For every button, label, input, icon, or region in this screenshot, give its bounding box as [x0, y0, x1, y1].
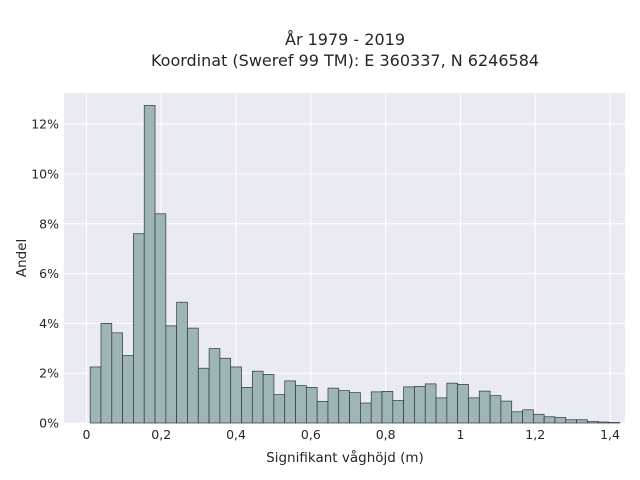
x-tick-label-0: 0	[82, 427, 90, 442]
histogram-bar-14	[241, 387, 253, 424]
histogram-bar-17	[273, 394, 286, 424]
histogram-bar-36	[478, 390, 491, 424]
y-tick-label-6: 12%	[31, 117, 59, 132]
histogram-bar-3	[122, 355, 134, 424]
histogram-bar-5	[143, 105, 156, 424]
chart-title-line-1: År 1979 - 2019	[285, 30, 405, 49]
histogram-bar-12	[219, 357, 232, 424]
histogram-bar-44	[565, 419, 577, 424]
histogram-bar-35	[468, 397, 480, 424]
histogram-bar-20	[306, 387, 318, 424]
y-tick-label-3: 6%	[39, 266, 59, 281]
histogram-bar-43	[554, 417, 567, 424]
x-axis-ticks: 0 0,2 0,4 0,6 0,8 1 1,2 1,4	[82, 427, 620, 442]
histogram-bar-27	[381, 391, 394, 424]
histogram-bar-46	[587, 421, 599, 424]
x-tick-label-7: 1,4	[600, 427, 620, 442]
histogram-bar-15	[251, 370, 264, 424]
x-tick-label-1: 0,2	[151, 427, 171, 442]
x-tick-label-6: 1,2	[525, 427, 545, 442]
histogram-bar-11	[208, 348, 221, 424]
histogram-bar-32	[435, 397, 448, 424]
histogram-bar-16	[262, 374, 275, 424]
x-tick-label-3: 0,6	[301, 427, 321, 442]
histogram-bar-45	[576, 419, 588, 424]
y-tick-label-0: 0%	[39, 416, 59, 431]
histogram-bars	[89, 105, 621, 424]
histogram-bar-31	[424, 383, 437, 424]
histogram-bar-23	[338, 390, 350, 424]
histogram-bar-9	[187, 327, 199, 424]
y-tick-label-4: 8%	[39, 216, 59, 231]
x-tick-label-4: 0,8	[376, 427, 396, 442]
y-tick-label-1: 2%	[39, 366, 59, 381]
y-axis-label: Andel	[14, 239, 30, 277]
histogram-bar-13	[230, 366, 242, 424]
histogram-bar-6	[154, 213, 167, 424]
histogram-bar-19	[295, 385, 307, 424]
histogram-bar-37	[489, 395, 502, 424]
histogram-bar-22	[327, 387, 340, 424]
y-tick-label-2: 4%	[39, 316, 59, 331]
x-tick-label-2: 0,4	[226, 427, 246, 442]
y-tick-label-5: 10%	[31, 166, 59, 181]
histogram-bar-24	[349, 392, 361, 424]
histogram-bar-18	[284, 380, 296, 424]
histogram-bar-4	[133, 233, 145, 424]
histogram-bar-7	[165, 325, 177, 424]
histogram-bar-25	[360, 402, 372, 424]
histogram-bar-21	[316, 400, 329, 424]
histogram-bar-38	[500, 400, 513, 424]
histogram-bar-33	[446, 382, 459, 424]
histogram-bar-29	[403, 386, 415, 424]
histogram-bar-47	[597, 421, 610, 424]
histogram-bar-2	[111, 332, 123, 424]
histogram-bar-34	[457, 384, 469, 424]
histogram-bar-30	[414, 386, 426, 424]
histogram-bar-0	[89, 366, 102, 424]
histogram-bar-39	[511, 411, 523, 424]
x-axis-label: Signifikant våghöjd (m)	[266, 449, 424, 466]
histogram-bar-10	[197, 367, 210, 424]
histogram-bar-40	[522, 409, 534, 424]
x-tick-label-5: 1	[456, 427, 464, 442]
y-axis-ticks: 0% 2% 4% 6% 8% 10% 12%	[31, 117, 59, 431]
histogram-bar-26	[370, 391, 383, 424]
histogram-bar-1	[100, 323, 113, 424]
histogram-bar-41	[532, 413, 545, 424]
histogram-bar-28	[392, 400, 404, 424]
chart-title-line-2: Koordinat (Sweref 99 TM): E 360337, N 62…	[151, 51, 539, 70]
histogram-bar-8	[176, 301, 188, 424]
histogram-bar-42	[543, 416, 556, 424]
